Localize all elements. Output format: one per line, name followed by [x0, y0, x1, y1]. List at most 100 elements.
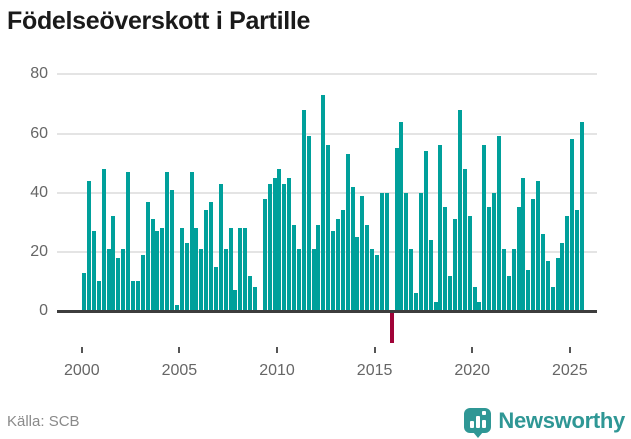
- x-axis-tick-label: 2010: [259, 362, 295, 379]
- bar: [540, 234, 545, 311]
- bar: [272, 177, 277, 311]
- bar: [96, 281, 101, 311]
- x-axis-tick-mark: [276, 347, 278, 353]
- bar: [326, 145, 331, 311]
- bar: [487, 207, 492, 311]
- y-axis-tick-label: 20: [30, 242, 48, 260]
- bar: [174, 305, 179, 311]
- mini-dot: [482, 410, 487, 415]
- bar: [448, 275, 453, 311]
- bar: [394, 148, 399, 311]
- x-axis-line: [57, 310, 597, 313]
- bar: [409, 248, 414, 311]
- source-label: Källa: SCB: [7, 413, 80, 430]
- bar: [501, 248, 506, 311]
- x-axis-tick-mark: [80, 347, 83, 353]
- bar: [253, 287, 257, 311]
- bar: [360, 195, 365, 311]
- bar: [511, 248, 516, 311]
- bar: [277, 169, 282, 311]
- bar: [526, 269, 531, 311]
- bar: [106, 248, 111, 311]
- y-axis-tick-label: 40: [30, 183, 48, 201]
- bar: [87, 180, 92, 311]
- mini-bar: [476, 415, 481, 428]
- bar: [355, 237, 360, 311]
- bar: [135, 281, 140, 311]
- negative-bar: [389, 313, 394, 343]
- bar: [296, 248, 301, 311]
- bar: [531, 198, 536, 311]
- bar: [492, 192, 497, 311]
- bar: [457, 109, 462, 311]
- x-axis-tick-mark: [178, 347, 181, 353]
- bar: [199, 248, 204, 311]
- bar: [170, 189, 175, 311]
- x-axis-tick-label: 2025: [552, 362, 588, 379]
- bar: [560, 242, 565, 311]
- bar: [233, 290, 238, 311]
- bar: [384, 192, 389, 311]
- bar: [399, 121, 404, 311]
- bar: [462, 169, 467, 311]
- bar: [140, 254, 145, 311]
- bar: [155, 231, 160, 311]
- bar: [184, 242, 189, 311]
- mini-bar: [470, 420, 475, 428]
- y-axis-tick-label: 80: [30, 65, 48, 83]
- bar: [165, 171, 170, 311]
- bar: [131, 281, 135, 311]
- bar: [150, 219, 155, 311]
- bar: [316, 225, 321, 311]
- bar: [116, 257, 121, 311]
- bar: [433, 302, 438, 311]
- bar: [418, 192, 423, 311]
- bar: [126, 171, 131, 311]
- bar: [101, 169, 106, 311]
- bar: [565, 216, 570, 311]
- bar: [189, 171, 194, 311]
- bar: [428, 240, 433, 311]
- bar: [248, 275, 253, 311]
- bar: [82, 272, 87, 311]
- bar: [404, 192, 409, 311]
- gridline-y-80: [57, 73, 597, 76]
- bar: [204, 210, 209, 311]
- y-axis-tick-label: 0: [39, 302, 48, 319]
- bar: [160, 228, 165, 311]
- bar: [223, 248, 228, 311]
- x-axis-tick-label: 2020: [454, 362, 490, 379]
- bar: [575, 210, 580, 311]
- bar: [228, 228, 233, 311]
- x-axis-tick-label: 2015: [356, 362, 393, 379]
- x-axis-tick-mark: [568, 347, 571, 353]
- bar: [287, 177, 292, 311]
- chart-speech-bubble-icon: [464, 407, 492, 438]
- bar: [267, 183, 272, 311]
- bar: [238, 228, 243, 311]
- bar: [335, 219, 340, 311]
- bar: [423, 151, 428, 311]
- bar: [370, 248, 375, 311]
- x-axis-tick-label: 2000: [64, 362, 100, 379]
- bar: [243, 228, 248, 311]
- bar: [218, 183, 223, 311]
- bar: [331, 231, 336, 311]
- bar: [550, 287, 555, 311]
- bar: [579, 121, 584, 311]
- bar: [570, 139, 575, 311]
- bar: [477, 302, 482, 311]
- bar: [472, 287, 477, 311]
- bar: [282, 183, 287, 311]
- bar: [301, 109, 306, 311]
- bar: [194, 228, 199, 311]
- bar: [545, 260, 550, 311]
- bar: [379, 192, 384, 311]
- bar: [91, 231, 96, 311]
- bar: [555, 257, 560, 311]
- bar: [292, 225, 297, 311]
- bar: [482, 145, 487, 311]
- bar: [536, 180, 541, 311]
- bar: [145, 201, 150, 311]
